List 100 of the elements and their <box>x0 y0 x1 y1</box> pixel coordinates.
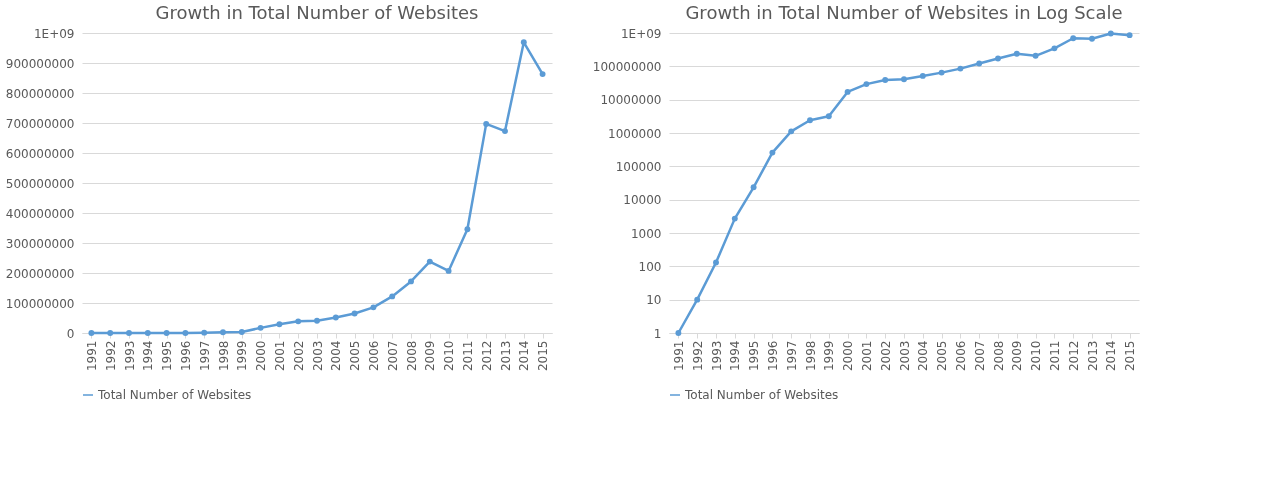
point <box>201 329 208 336</box>
y-tick-label: 100000000 <box>592 59 662 74</box>
x-tick-label: 2000 <box>254 340 269 372</box>
x-tick-label: 1995 <box>747 340 762 372</box>
point <box>314 317 320 324</box>
x-tick-label: 2015 <box>1123 340 1138 372</box>
point <box>1051 45 1058 52</box>
x-tick-label: 1992 <box>690 340 705 372</box>
point <box>276 321 283 328</box>
x-tick-label: 2002 <box>291 340 306 372</box>
point <box>844 88 851 95</box>
point <box>426 258 433 265</box>
x-tick-label: 1999 <box>822 340 837 372</box>
x-tick-label: 1994 <box>141 340 156 372</box>
point <box>220 329 226 336</box>
x-tick-label: 2008 <box>404 340 419 372</box>
point <box>713 259 719 266</box>
point <box>408 278 414 285</box>
x-tick-label: 2010 <box>1029 340 1044 372</box>
point <box>957 65 964 72</box>
y-tick-label: 1E+09 <box>33 26 75 41</box>
point <box>1126 32 1133 39</box>
x-tick-label: 2011 <box>460 340 475 372</box>
x-tick-label: 2002 <box>878 340 893 372</box>
point <box>863 81 870 88</box>
point <box>445 267 452 274</box>
chart-title: Growth in Total Number of Websites in Log Scale <box>685 2 1123 23</box>
point <box>731 215 738 222</box>
y-tick-label: 400000000 <box>5 206 75 221</box>
y-tick-label: 1E+09 <box>620 26 662 41</box>
point <box>1107 30 1114 37</box>
x-tick-label: 2009 <box>423 340 438 372</box>
y-tick-label: 200000000 <box>5 266 75 281</box>
x-tick-label: 1997 <box>197 340 212 372</box>
point <box>769 149 776 156</box>
x-tick-label: 2004 <box>916 340 931 372</box>
chart-title: Growth in Total Number of Websites <box>155 2 479 23</box>
x-tick-label: 1995 <box>160 340 175 372</box>
point <box>238 329 245 335</box>
y-tick-label: 600000000 <box>5 146 75 161</box>
x-tick-label: 2014 <box>1104 340 1119 372</box>
x-tick-label: 2006 <box>953 340 968 372</box>
legend-label: Total Number of Websites <box>684 388 839 402</box>
point <box>750 184 757 191</box>
y-tick-label: 10000000 <box>600 93 662 108</box>
x-tick-label: 2013 <box>1085 340 1100 372</box>
y-tick-label: 100000 <box>615 159 662 174</box>
x-tick-label: 1998 <box>216 340 231 372</box>
x-tick-label: 2015 <box>536 340 551 372</box>
x-tick-label: 1994 <box>728 340 743 372</box>
x-tick-label: 2014 <box>517 340 532 372</box>
point <box>502 128 508 135</box>
x-tick-label: 1991 <box>84 340 99 372</box>
x-tick-label: 1998 <box>803 340 818 372</box>
y-tick-label: 1000000 <box>608 126 662 141</box>
point <box>163 330 170 336</box>
y-tick-label: 500000000 <box>5 176 75 191</box>
point <box>788 128 795 135</box>
x-tick-label: 2001 <box>272 340 287 372</box>
x-tick-label: 2006 <box>366 340 381 372</box>
point <box>1013 50 1020 57</box>
point <box>182 329 189 336</box>
y-tick-label: 300000000 <box>5 236 75 251</box>
point <box>1070 35 1077 42</box>
y-tick-label: 10 <box>646 293 662 308</box>
point <box>370 304 377 311</box>
point <box>539 71 546 78</box>
y-tick-label: 100 <box>638 259 662 274</box>
x-tick-label: 1996 <box>765 340 780 372</box>
point <box>825 113 832 120</box>
x-tick-label: 2004 <box>329 340 344 372</box>
point <box>332 314 339 321</box>
point <box>1032 52 1039 59</box>
point <box>919 72 926 79</box>
x-tick-label: 2003 <box>897 340 912 372</box>
x-tick-label: 2005 <box>935 340 950 372</box>
point <box>144 330 151 336</box>
legend-label: Total Number of Websites <box>97 388 252 402</box>
point <box>520 39 527 46</box>
y-tick-label: 700000000 <box>5 116 75 131</box>
y-tick-label: 1000 <box>630 226 662 241</box>
x-tick-label: 1999 <box>235 340 250 372</box>
point <box>1089 35 1095 42</box>
point <box>257 324 264 331</box>
x-tick-label: 2003 <box>310 340 325 372</box>
x-tick-label: 2001 <box>859 340 874 372</box>
x-tick-label: 1993 <box>122 340 137 372</box>
x-tick-label: 2007 <box>972 340 987 372</box>
x-tick-label: 2010 <box>442 340 457 372</box>
point <box>882 77 889 83</box>
x-tick-label: 2012 <box>1066 340 1081 372</box>
x-tick-label: 2011 <box>1047 340 1062 372</box>
x-tick-label: 2005 <box>348 340 363 372</box>
x-tick-label: 1991 <box>671 340 686 372</box>
point <box>295 318 302 325</box>
x-tick-label: 2008 <box>991 340 1006 372</box>
x-tick-label: 2013 <box>498 340 513 372</box>
y-tick-label: 100000000 <box>5 296 75 311</box>
x-tick-label: 1993 <box>709 340 724 372</box>
y-tick-label: 0 <box>66 326 75 341</box>
